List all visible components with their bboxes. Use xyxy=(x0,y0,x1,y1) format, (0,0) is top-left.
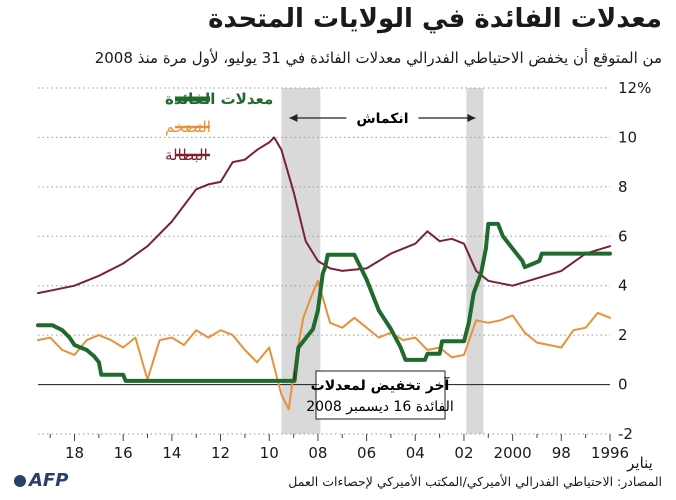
y-tick-label: 2 xyxy=(618,326,628,344)
y-tick-label: 12% xyxy=(618,79,651,97)
x-tick-label: 2000 xyxy=(494,444,532,462)
recession-arrow-right xyxy=(467,114,476,122)
y-tick-label: 10 xyxy=(618,128,637,146)
y-tick-label: 4 xyxy=(618,277,628,295)
recession-label: انكماش xyxy=(356,111,408,127)
afp-logo-mark xyxy=(14,475,26,487)
y-tick-label: 0 xyxy=(618,376,628,394)
source-note: المصادر: الاحتياطي الفدرالي الأميركي/الم… xyxy=(288,474,662,489)
annotation-line-1: آخر تخفيض لمعدلات xyxy=(311,376,451,394)
x-tick-label: 14 xyxy=(162,444,181,462)
x-tick-label: 02 xyxy=(454,444,473,462)
series-lines xyxy=(36,136,612,411)
afp-logo: AFP xyxy=(14,470,68,491)
y-tick-label: -2 xyxy=(618,425,633,443)
chart-title: معدلات الفائدة في الولايات المتحدة xyxy=(208,4,662,34)
x-start-label: يناير xyxy=(626,454,653,472)
series-line-1 xyxy=(37,279,611,411)
x-tick-label: 08 xyxy=(308,444,327,462)
y-tick-label: 8 xyxy=(618,178,628,196)
x-tick-label: 98 xyxy=(552,444,571,462)
x-tick-label: 16 xyxy=(114,444,133,462)
y-tick-label: 6 xyxy=(618,227,628,245)
x-tick-label: 04 xyxy=(406,444,425,462)
annotation-box xyxy=(315,370,446,420)
x-tick-label: 10 xyxy=(260,444,279,462)
x-tick-label: 18 xyxy=(65,444,84,462)
legend-label-1: التضخم xyxy=(165,118,211,136)
legend-label-0: معدلات الفائدة xyxy=(165,90,273,108)
chart-subtitle: من المتوقع أن يخفض الاحتياطي الفدرالي مع… xyxy=(94,49,662,67)
x-tick-label: 1996 xyxy=(591,444,629,462)
series-line-0 xyxy=(36,221,612,383)
x-tick-label: 06 xyxy=(357,444,376,462)
x-tick-label: 12 xyxy=(211,444,230,462)
legend-label-2: البطالة xyxy=(165,146,208,164)
annotation-line-2: الفائدة 16 ديسمبر 2008 xyxy=(306,399,454,415)
annotations: انكماش آخر تخفيض لمعدلات الفائدة 16 ديسمبر… xyxy=(289,106,476,420)
recession-arrow-left xyxy=(289,114,298,122)
grid xyxy=(38,87,610,435)
recession-band-1 xyxy=(281,88,321,434)
recession-label-bg xyxy=(346,106,419,130)
recession-band-0 xyxy=(466,88,484,434)
legend: معدلات الفائدة التضخم البطالة xyxy=(165,90,273,164)
afp-logo-text: AFP xyxy=(29,470,69,491)
recession-bands xyxy=(281,88,484,434)
